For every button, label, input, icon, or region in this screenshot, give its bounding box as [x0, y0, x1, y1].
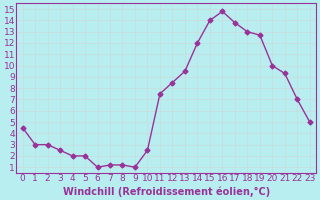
X-axis label: Windchill (Refroidissement éolien,°C): Windchill (Refroidissement éolien,°C) [62, 186, 270, 197]
